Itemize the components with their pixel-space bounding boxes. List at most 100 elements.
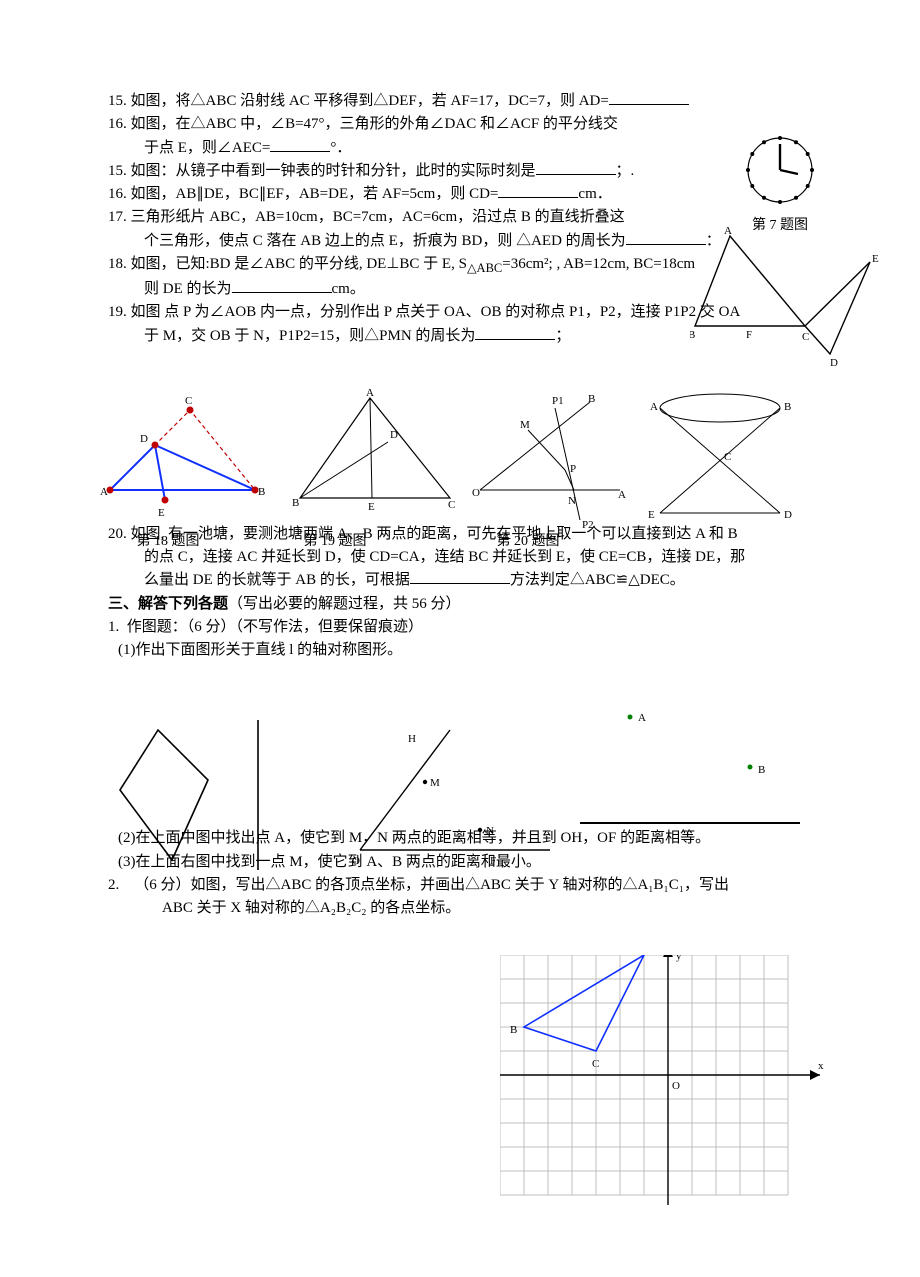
- q15a: 15. 如图，将△ABC 沿射线 AC 平移得到△DEF，若 AF=17，DC=…: [108, 90, 820, 113]
- svg-text:M: M: [520, 419, 530, 431]
- q-text: 如图：从镜子中看到一钟表的时针和分针，此时的实际时刻是: [131, 163, 536, 179]
- q-num: 18.: [108, 256, 127, 272]
- fig20: O A B P1 P2 P M N: [470, 390, 630, 530]
- q15b: 15. 如图：从镜子中看到一钟表的时针和分针，此时的实际时刻是 ；.: [108, 160, 820, 183]
- q-text: 作图题：（6 分）（不写作法，但要保留痕迹）: [127, 619, 423, 635]
- q-text: ABC 关于 X 轴对称的△A₂B₂C₂ 的各点坐标。: [162, 900, 460, 916]
- q-num: 19.: [108, 304, 127, 320]
- fig-grid: A B C O x y: [500, 955, 830, 1215]
- q-num: 17.: [108, 209, 127, 225]
- q16b: 16. 如图，AB∥DE，BC∥EF，AB=DE，若 AF=5cm，则 CD=c…: [108, 183, 820, 206]
- svg-text:C: C: [592, 1058, 599, 1070]
- q-num: 15.: [108, 163, 127, 179]
- p2-l2: ABC 关于 X 轴对称的△A₂B₂C₂ 的各点坐标。: [108, 897, 820, 920]
- svg-text:O: O: [672, 1080, 680, 1092]
- q16a-l2: 于点 E，则∠AEC= °．: [108, 137, 820, 160]
- unit: cm。: [332, 281, 365, 297]
- svg-text:N: N: [486, 825, 494, 837]
- fig-points-ab: A B: [570, 705, 810, 835]
- sec3-paren: （写出必要的解题过程，共 56 分）: [228, 596, 461, 612]
- svg-text:A: A: [100, 486, 108, 498]
- tail: ；.: [616, 163, 635, 179]
- unit: °．: [330, 140, 351, 156]
- sub: △ABC: [467, 261, 502, 275]
- svg-text:C: C: [185, 395, 192, 407]
- svg-text:B: B: [258, 486, 265, 498]
- svg-text:y: y: [676, 955, 682, 962]
- q-text: 方法判定△ABC≌△DEC。: [510, 572, 685, 588]
- svg-text:A: A: [638, 712, 646, 724]
- svg-text:E: E: [368, 501, 375, 513]
- fig19: A B C D E: [290, 388, 460, 518]
- svg-text:B: B: [690, 329, 695, 341]
- svg-text:O: O: [352, 855, 360, 867]
- svg-text:C: C: [724, 451, 731, 463]
- svg-text:D: D: [140, 433, 148, 445]
- svg-text:B: B: [292, 497, 299, 509]
- svg-text:B: B: [784, 401, 791, 413]
- svg-text:C: C: [802, 331, 809, 343]
- svg-text:E: E: [872, 253, 879, 265]
- svg-text:A: A: [650, 401, 658, 413]
- svg-text:D: D: [784, 509, 792, 521]
- svg-text:A: A: [366, 388, 374, 399]
- svg-text:F: F: [746, 329, 752, 341]
- svg-text:B: B: [510, 1024, 517, 1036]
- fig-clock: [740, 130, 820, 210]
- q-text: 如图，将△ABC 沿射线 AC 平移得到△DEF，若 AF=17，DC=7，则 …: [131, 93, 609, 109]
- svg-text:F: F: [490, 855, 496, 867]
- svg-text:A: A: [724, 226, 732, 237]
- q-text: 于点 E，则∠AEC=: [144, 140, 270, 156]
- p2-l1: 2. （6 分）如图，写出△ABC 的各顶点坐标，并画出△ABC 关于 Y 轴对…: [108, 874, 820, 897]
- svg-text:A: A: [632, 955, 640, 956]
- q16a-l1: 16. 如图，在△ABC 中，∠B=47°，三角形的外角∠DAC 和∠ACF 的…: [108, 113, 820, 136]
- svg-text:D: D: [390, 429, 398, 441]
- svg-text:B: B: [758, 764, 765, 776]
- q-text: 则 DE 的长为: [144, 281, 232, 297]
- q20-l3: 么量出 DE 的长就等于 AB 的长，可根据 方法判定△ABC≌△DEC。: [108, 569, 820, 592]
- q-text: 如图，已知:BD 是∠ABC 的平分线, DE⊥BC 于 E, S: [131, 256, 467, 272]
- q-text: （6 分）如图，写出△ABC 的各顶点坐标，并画出△ABC 关于 Y 轴对称的△…: [134, 877, 729, 893]
- svg-text:C: C: [448, 499, 455, 511]
- q-text: 如图 点 P 为∠AOB 内一点，分别作出 P 点关于 OA、OB 的对称点 P…: [131, 304, 741, 320]
- q-text: 如图，在△ABC 中，∠B=47°，三角形的外角∠DAC 和∠ACF 的平分线交: [131, 116, 618, 132]
- fig18-label: 第 18 题图: [118, 530, 218, 550]
- svg-text:A: A: [618, 489, 626, 501]
- p1-sub1: (1)作出下面图形关于直线 l 的轴对称图形。: [108, 639, 820, 662]
- svg-text:E: E: [648, 509, 655, 521]
- svg-text:P1: P1: [552, 395, 564, 407]
- svg-text:H: H: [408, 733, 416, 745]
- svg-text:E: E: [158, 507, 165, 519]
- blank: [232, 278, 332, 293]
- q-text: (1)作出下面图形关于直线 l 的轴对称图形。: [118, 642, 402, 658]
- fig19-label: 第 19 题图: [285, 530, 385, 550]
- svg-text:M: M: [430, 777, 440, 789]
- blank: [270, 137, 330, 152]
- blank: [536, 160, 616, 175]
- q-text: 如图，AB∥DE，BC∥EF，AB=DE，若 AF=5cm，则 CD=: [131, 186, 499, 202]
- svg-text:O: O: [472, 487, 480, 499]
- q-num: 16.: [108, 116, 127, 132]
- fig-triangles-overlap: A B F C E D: [690, 226, 880, 366]
- fig-pond: A B C E D: [640, 388, 800, 528]
- p1-l1: 1. 作图题：（6 分）（不写作法，但要保留痕迹）: [108, 616, 820, 639]
- blank: [498, 183, 578, 198]
- fig20-label: 第 20 题图: [478, 530, 578, 550]
- q-text: 三角形纸片 ABC，AB=10cm，BC=7cm，AC=6cm，沿过点 B 的直…: [131, 209, 625, 225]
- q-text: =36cm²; , AB=12cm, BC=18cm: [502, 256, 695, 272]
- blank: [410, 569, 510, 584]
- q-num: 1.: [108, 619, 119, 635]
- blank: [475, 325, 555, 340]
- q-num: 15.: [108, 93, 127, 109]
- sec3: 三、解答下列各题（写出必要的解题过程，共 56 分）: [108, 593, 820, 616]
- svg-text:B: B: [588, 393, 595, 405]
- q-text: 么量出 DE 的长就等于 AB 的长，可根据: [144, 572, 410, 588]
- tail: ；: [555, 328, 570, 344]
- fig18: A B C D E: [100, 390, 270, 530]
- q-text: 个三角形，使点 C 落在 AB 边上的点 E，折痕为 BD，则 △AED 的周长…: [144, 233, 626, 249]
- svg-text:P: P: [570, 463, 576, 475]
- page: 15. 如图，将△ABC 沿射线 AC 平移得到△DEF，若 AF=17，DC=…: [0, 0, 920, 1277]
- q-num: 2.: [108, 877, 119, 893]
- q-text: 的点 C，连接 AC 并延长到 D，使 CD=CA，连结 BC 并延长到 E，使…: [144, 549, 745, 565]
- unit: cm．: [578, 186, 611, 202]
